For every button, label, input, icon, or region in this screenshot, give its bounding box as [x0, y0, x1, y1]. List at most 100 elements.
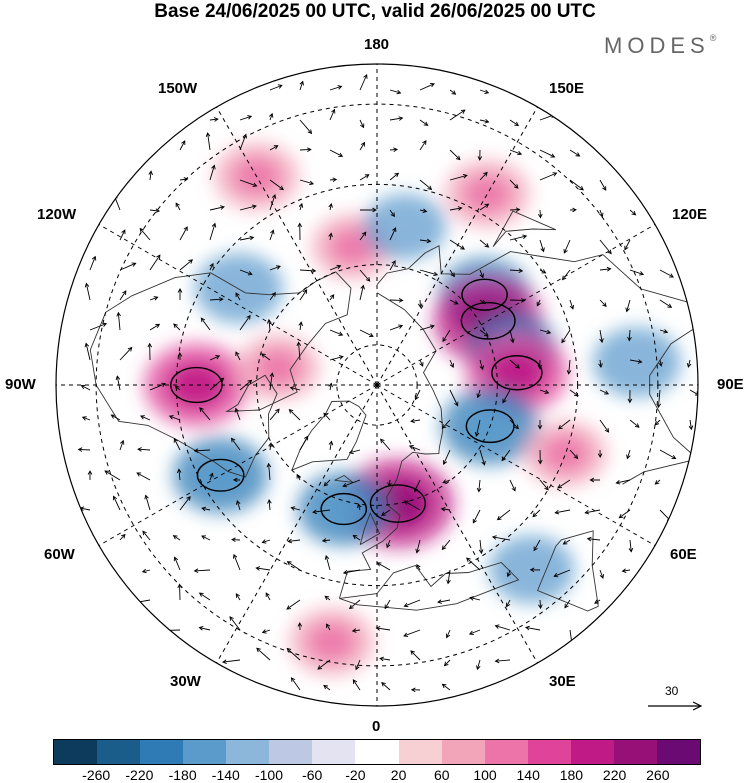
anomaly-core	[194, 454, 248, 497]
lon-label-120e: 120E	[672, 206, 708, 223]
wind-arrow	[209, 222, 217, 241]
wind-arrow	[509, 359, 520, 369]
wind-arrow	[494, 624, 511, 631]
map-border	[55, 63, 699, 707]
wind-arrow	[599, 299, 607, 307]
wind-arrow	[137, 447, 151, 452]
wind-arrow	[410, 650, 421, 661]
wind-arrow	[239, 133, 247, 151]
wind-arrow	[468, 629, 481, 635]
wind-arrow	[329, 355, 344, 361]
wind-arrow	[509, 234, 528, 241]
wind-arrow	[449, 299, 459, 305]
wind-arrow	[598, 359, 603, 368]
wind-arrow	[529, 567, 541, 573]
wind-arrow	[629, 359, 643, 364]
wind-arrow	[509, 207, 521, 212]
wind-arrow	[627, 389, 633, 404]
wind-arrow	[599, 179, 607, 191]
wind-arrow	[324, 595, 331, 601]
wind-arrow	[656, 389, 662, 409]
wind-arrow	[269, 193, 277, 211]
wind-arrow	[239, 379, 253, 391]
wind-arrow	[328, 440, 334, 451]
wind-arrow	[539, 269, 547, 274]
wind-arrow	[419, 238, 432, 244]
colorbar-swatch	[613, 740, 657, 764]
coastline	[89, 271, 352, 478]
anomaly-core	[488, 350, 546, 396]
wind-arrow	[329, 329, 344, 336]
wind-arrow	[479, 89, 490, 94]
vector-scale-label: 30	[665, 684, 679, 698]
wind-arrow	[200, 317, 211, 331]
wind-arrow	[359, 329, 374, 337]
wind-arrow	[198, 592, 211, 601]
wind-arrow	[449, 149, 461, 161]
coastline	[359, 512, 381, 545]
wind-arrow	[269, 291, 276, 301]
wind-arrow	[235, 292, 241, 301]
coastlines	[89, 210, 698, 612]
wind-arrow	[193, 568, 211, 574]
lon-label-30w: 30W	[170, 673, 201, 690]
wind-arrow	[297, 222, 303, 241]
wind-arrow	[148, 170, 153, 181]
wind-arrow	[269, 408, 280, 421]
wind-arrow	[290, 506, 301, 511]
wind-arrow	[110, 414, 121, 421]
wind-arrow	[199, 407, 211, 421]
vector-scale-arrow	[648, 701, 703, 711]
wind-arrow	[502, 389, 511, 404]
wind-arrow	[287, 538, 301, 544]
wind-arrow	[476, 389, 481, 399]
wind-arrow	[599, 266, 612, 272]
wind-arrow	[627, 329, 632, 342]
contour-line	[369, 484, 427, 523]
wind-arrow	[168, 415, 181, 421]
wind-arrow	[232, 477, 241, 483]
wind-arrow	[290, 677, 301, 691]
wind-arrow	[389, 298, 404, 303]
lon-label-0: 0	[372, 718, 381, 735]
wind-arrow	[625, 299, 631, 313]
wind-arrow	[269, 372, 275, 391]
colorbar-tick-label: -180	[168, 767, 197, 783]
wind-arrow	[209, 377, 225, 391]
wind-arrow	[239, 314, 251, 331]
wind-arrow	[81, 416, 91, 421]
wind-arrow	[478, 539, 484, 555]
wind-arrow	[297, 622, 303, 631]
wind-arrow	[209, 117, 219, 122]
wind-arrow	[261, 629, 271, 634]
wind-arrow	[536, 299, 541, 307]
wind-arrow	[139, 227, 151, 241]
meridian-line	[376, 384, 538, 664]
wind-arrow	[173, 323, 181, 331]
wind-arrow	[686, 359, 692, 368]
meridian-line	[376, 106, 538, 386]
contour-line	[461, 278, 508, 311]
contour-line	[460, 301, 516, 340]
lon-label-180: 180	[364, 36, 390, 53]
wind-arrow	[329, 85, 343, 91]
wind-arrow	[419, 179, 433, 191]
coastline	[339, 561, 520, 611]
wind-arrow	[359, 207, 377, 213]
wind-arrow	[112, 495, 121, 511]
wind-arrow	[469, 596, 481, 601]
wind-arrow	[389, 172, 400, 181]
wind-arrow	[479, 203, 490, 211]
wind-arrow	[449, 174, 468, 181]
wind-arrow	[381, 681, 391, 691]
colorbar-swatch	[183, 740, 227, 764]
wind-arrow	[342, 569, 361, 575]
wind-arrow	[477, 149, 483, 161]
wind-arrow	[563, 239, 571, 254]
wind-arrow	[449, 389, 459, 407]
wind-arrow	[506, 569, 512, 578]
wind-arrow	[209, 164, 216, 181]
colorbar-swatch	[355, 740, 399, 764]
wind-arrow	[119, 290, 127, 301]
wind-arrow	[389, 116, 404, 121]
